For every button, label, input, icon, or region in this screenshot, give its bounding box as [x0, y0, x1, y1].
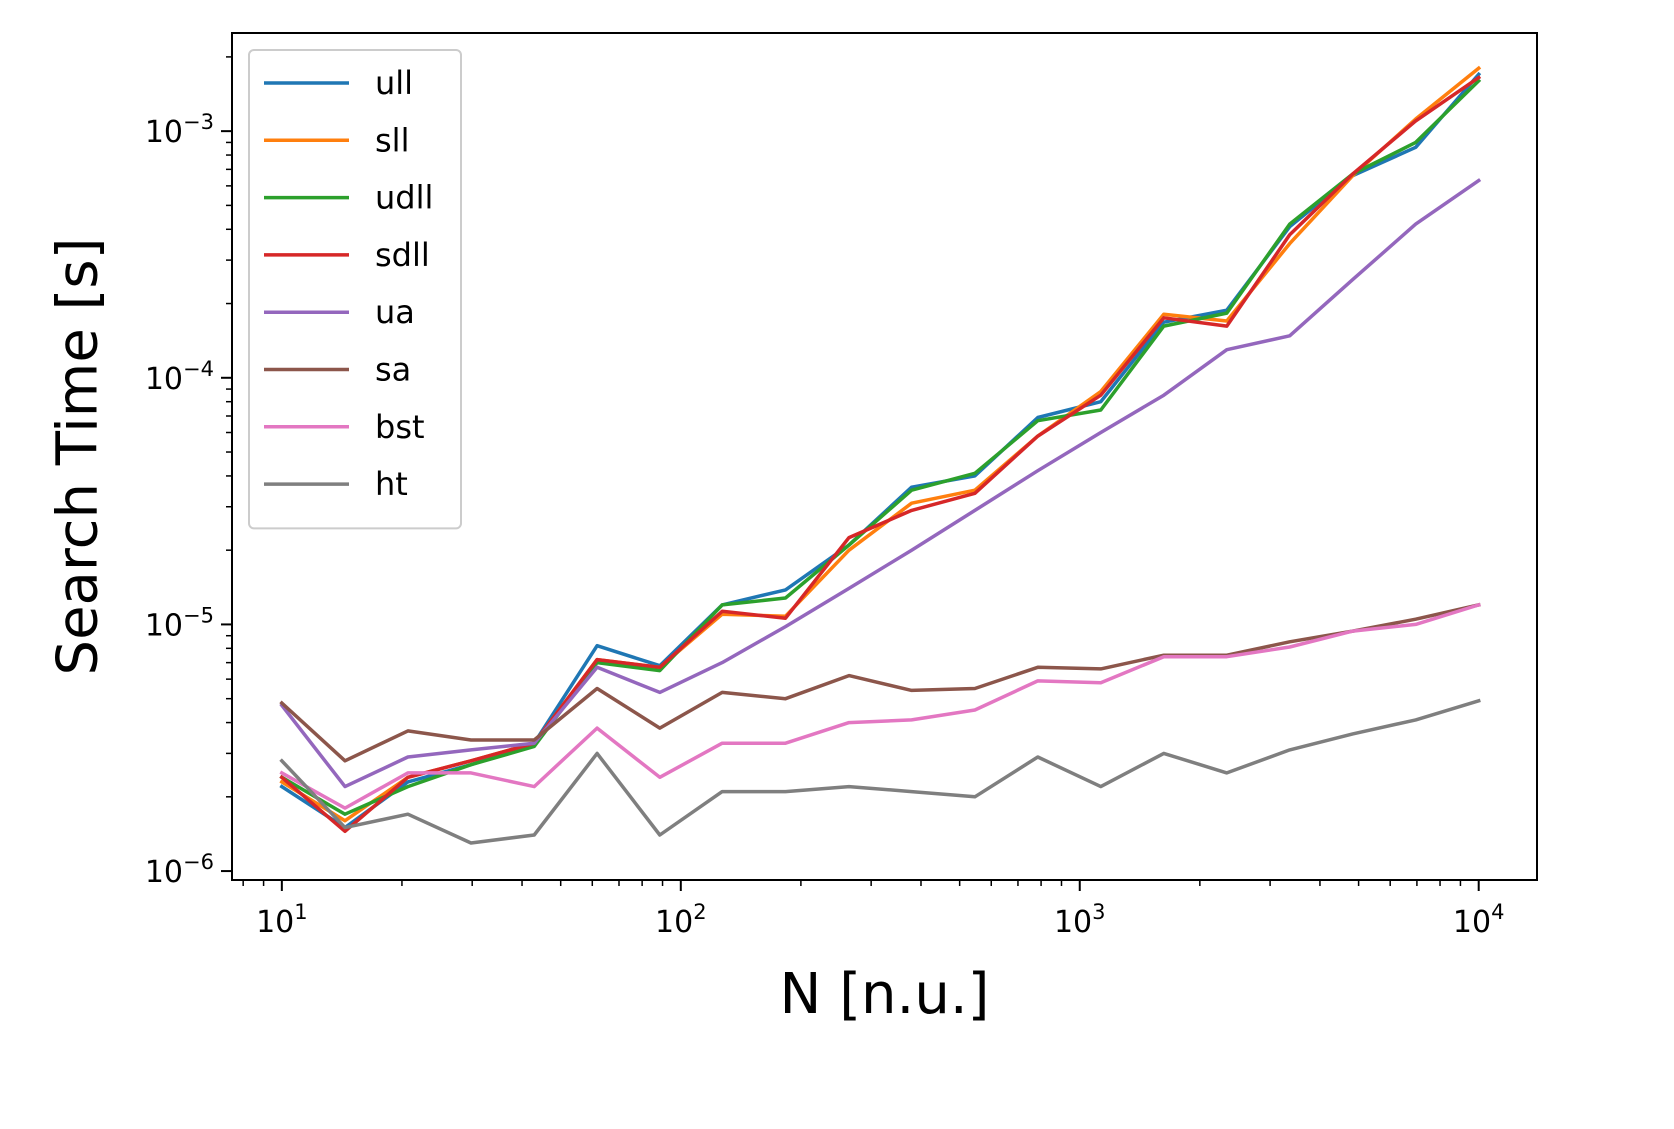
legend-item-bst: bst — [264, 408, 425, 446]
y-major-ticks: 10−6 10−5 10−4 10−3 — [145, 110, 232, 890]
legend-label: ua — [375, 293, 415, 331]
legend-label: sdll — [375, 236, 430, 274]
legend-item-sdll: sdll — [264, 236, 430, 274]
legend: ull sll udll sdll ua sa bst ht — [248, 49, 462, 530]
legend-item-ht: ht — [264, 465, 408, 503]
legend-label: ull — [375, 64, 413, 102]
series-line-sa — [279, 602, 1481, 763]
plot-frame — [231, 32, 1538, 881]
series-line-ht — [279, 698, 1481, 845]
series-line-sdll — [279, 75, 1482, 834]
x-tick-label: 103 — [1054, 900, 1106, 940]
legend-label: bst — [375, 408, 425, 446]
x-axis-label: N [n.u.] — [780, 962, 990, 1027]
y-tick-label: 10−3 — [145, 110, 214, 150]
x-tick-label: 104 — [1453, 900, 1505, 940]
series-line-bst — [279, 602, 1481, 810]
legend-box — [248, 49, 462, 530]
x-tick-label: 101 — [256, 900, 308, 940]
x-major-ticks: 101 102 103 104 — [256, 880, 1504, 940]
y-tick-label: 10−5 — [145, 603, 214, 643]
legend-label: sll — [375, 121, 409, 159]
legend-label: sa — [375, 351, 411, 389]
legend-item-ull: ull — [264, 64, 413, 102]
legend-item-sll: sll — [264, 121, 409, 159]
legend-label: udll — [375, 179, 433, 217]
series-lines — [279, 65, 1482, 845]
series-line-udll — [279, 78, 1482, 816]
legend-items: ull sll udll sdll ua sa bst ht — [264, 64, 433, 503]
y-tick-label: 10−6 — [145, 850, 214, 890]
legend-item-sa: sa — [264, 351, 411, 389]
series-line-ua — [279, 178, 1482, 789]
y-tick-label: 10−4 — [145, 357, 214, 397]
legend-item-ua: ua — [264, 293, 415, 331]
y-axis-label: Search Time [s] — [46, 238, 111, 676]
legend-item-udll: udll — [264, 179, 433, 217]
x-tick-label: 102 — [655, 900, 707, 940]
legend-label: ht — [375, 465, 408, 503]
